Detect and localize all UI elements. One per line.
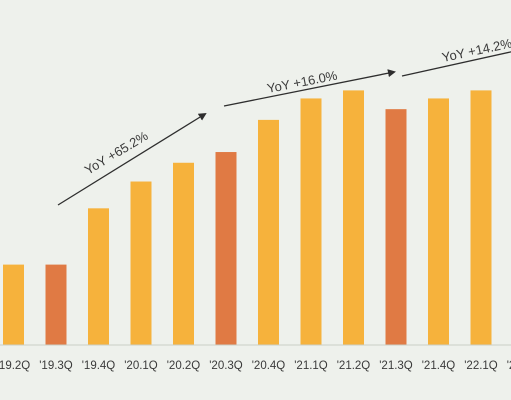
bar-21-1Q [300, 98, 322, 345]
bar-20-1Q [130, 181, 152, 345]
x-axis-ticks: '19.2Q '19.3Q '19.4Q '20.1Q '20.2Q '20.3Q '20.… [0, 360, 511, 372]
bar-19-2Q [3, 264, 24, 345]
annotation-yoy-3: YoY +14.2% [401, 35, 511, 77]
bar-21-4Q [428, 98, 449, 345]
bar-21-3Q [385, 109, 407, 345]
x-tick-label: '19.4Q [82, 360, 116, 372]
bar-20-4Q [258, 119, 279, 345]
annotation-arrow-1 [57, 112, 207, 206]
x-tick-label: '20.4Q [252, 360, 286, 372]
x-tick-label: '22.1Q [464, 360, 498, 372]
bar-19-4Q [88, 208, 109, 345]
x-tick-label: '20.3Q [209, 360, 243, 372]
x-tick-label: '20.2Q [167, 360, 201, 372]
annotation-label-3: YoY +14.2% [441, 35, 511, 65]
x-tick-label: '19.2Q [0, 360, 30, 372]
bar-20-3Q [215, 152, 237, 345]
x-tick-label: '21.1Q [294, 360, 328, 372]
x-tick-label: '21.3Q [379, 360, 413, 372]
x-tick-label: '20.1Q [124, 360, 158, 372]
x-tick-label: '21.2Q [337, 360, 371, 372]
bar-20-2Q [173, 162, 194, 345]
annotation-arrow-2 [223, 69, 396, 107]
annotation-label-2: YoY +16.0% [266, 68, 339, 96]
bar-21-2Q [343, 90, 364, 346]
bars-group [3, 90, 492, 346]
x-tick-label: '19.3Q [39, 360, 73, 372]
x-tick-label: '21.4Q [422, 360, 456, 372]
annotation-label-1: YoY +65.2% [82, 128, 151, 178]
bar-19-3Q [45, 264, 67, 345]
annotation-arrow-3 [401, 51, 511, 77]
bar-22-1Q [470, 90, 492, 346]
x-tick-label: '22.2Q [507, 360, 511, 372]
